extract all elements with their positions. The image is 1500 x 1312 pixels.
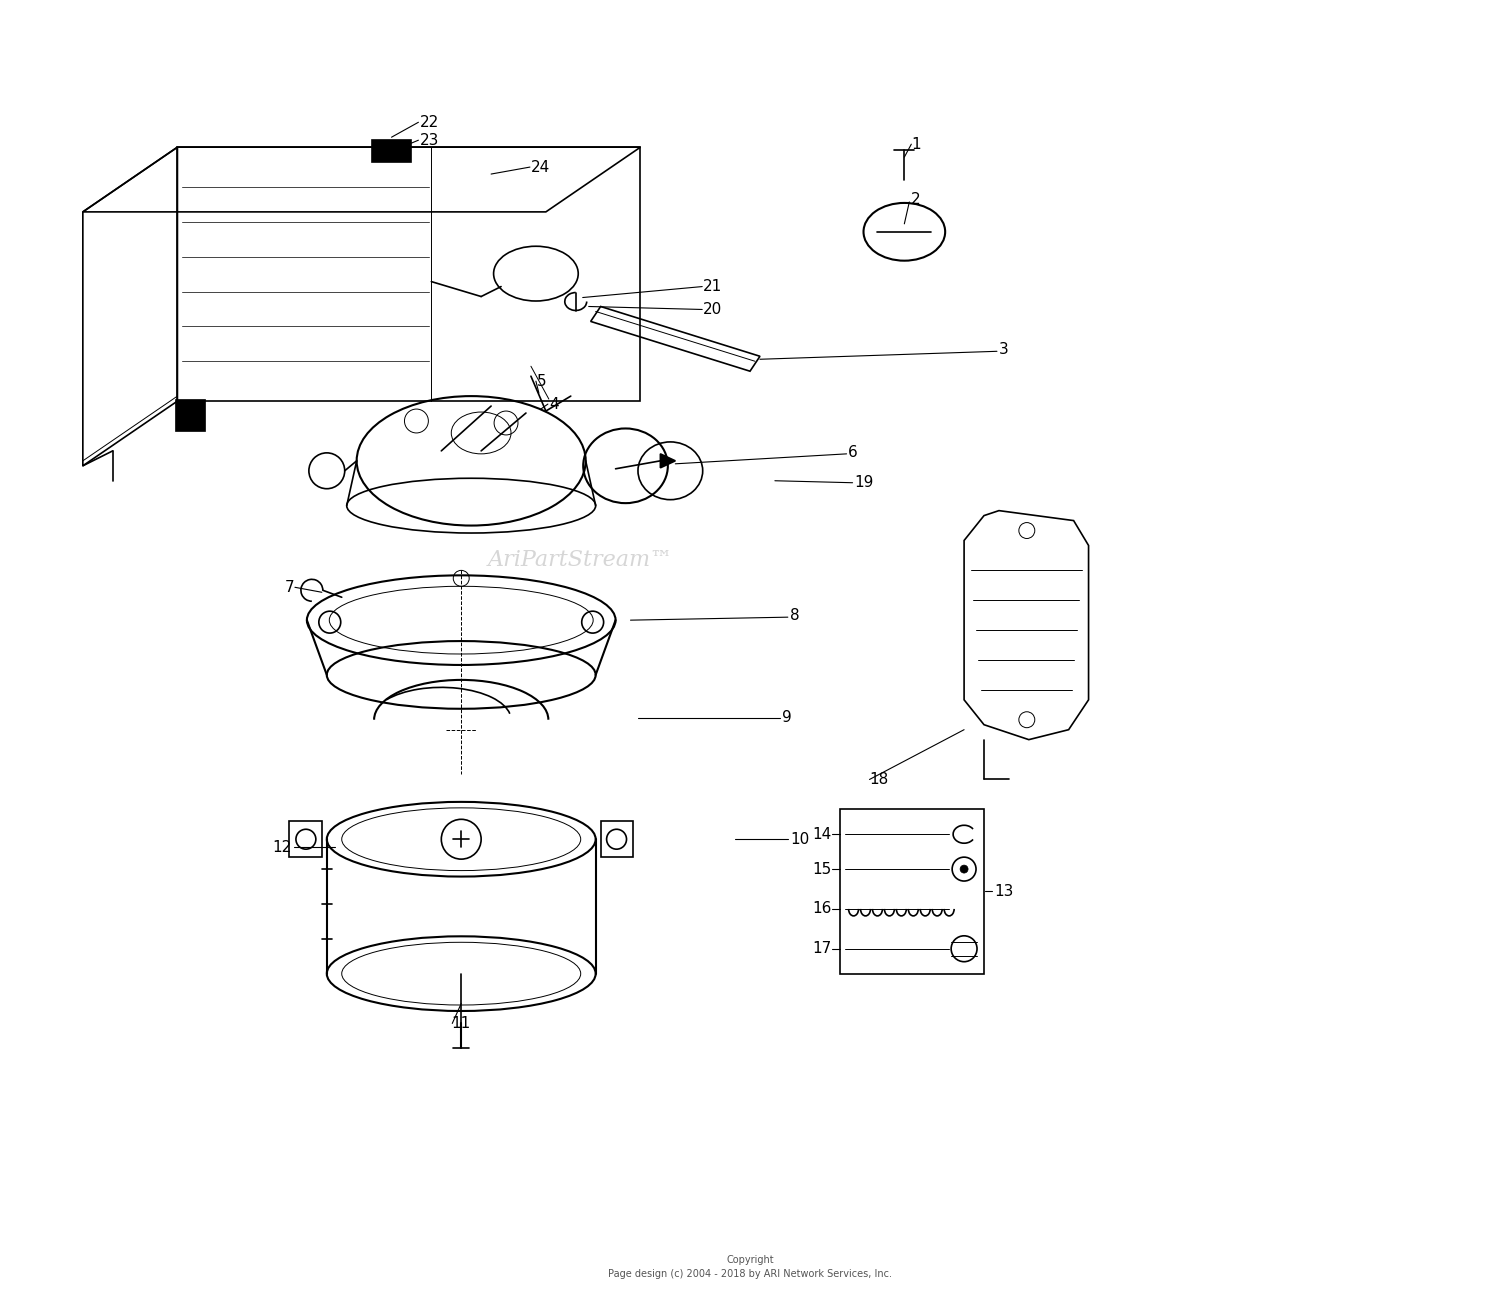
Text: 2: 2	[912, 193, 921, 207]
Text: 19: 19	[855, 475, 874, 491]
Text: 18: 18	[870, 771, 888, 787]
Text: 9: 9	[782, 710, 792, 726]
Text: 12: 12	[273, 840, 292, 854]
Text: 16: 16	[813, 901, 831, 916]
Polygon shape	[176, 399, 206, 430]
Text: 24: 24	[531, 160, 550, 174]
Text: 11: 11	[452, 1015, 471, 1031]
Text: 21: 21	[704, 279, 723, 294]
Text: AriPartStream™: AriPartStream™	[488, 550, 674, 572]
Text: 22: 22	[420, 114, 438, 130]
Circle shape	[960, 865, 968, 872]
Text: 1: 1	[912, 136, 921, 152]
Text: 3: 3	[999, 342, 1008, 357]
Text: 15: 15	[813, 862, 831, 876]
Text: 6: 6	[847, 445, 858, 461]
Polygon shape	[372, 140, 411, 163]
Text: 13: 13	[994, 883, 1014, 899]
Text: Copyright
Page design (c) 2004 - 2018 by ARI Network Services, Inc.: Copyright Page design (c) 2004 - 2018 by…	[608, 1256, 892, 1279]
Text: 14: 14	[813, 827, 831, 842]
Text: 23: 23	[420, 133, 440, 148]
Text: 17: 17	[813, 941, 831, 956]
Text: 8: 8	[790, 607, 800, 623]
Text: 4: 4	[549, 396, 558, 412]
Text: 5: 5	[537, 374, 546, 388]
Text: 7: 7	[285, 580, 294, 594]
Text: 20: 20	[704, 302, 723, 318]
Polygon shape	[660, 454, 675, 468]
Text: 10: 10	[790, 832, 808, 846]
